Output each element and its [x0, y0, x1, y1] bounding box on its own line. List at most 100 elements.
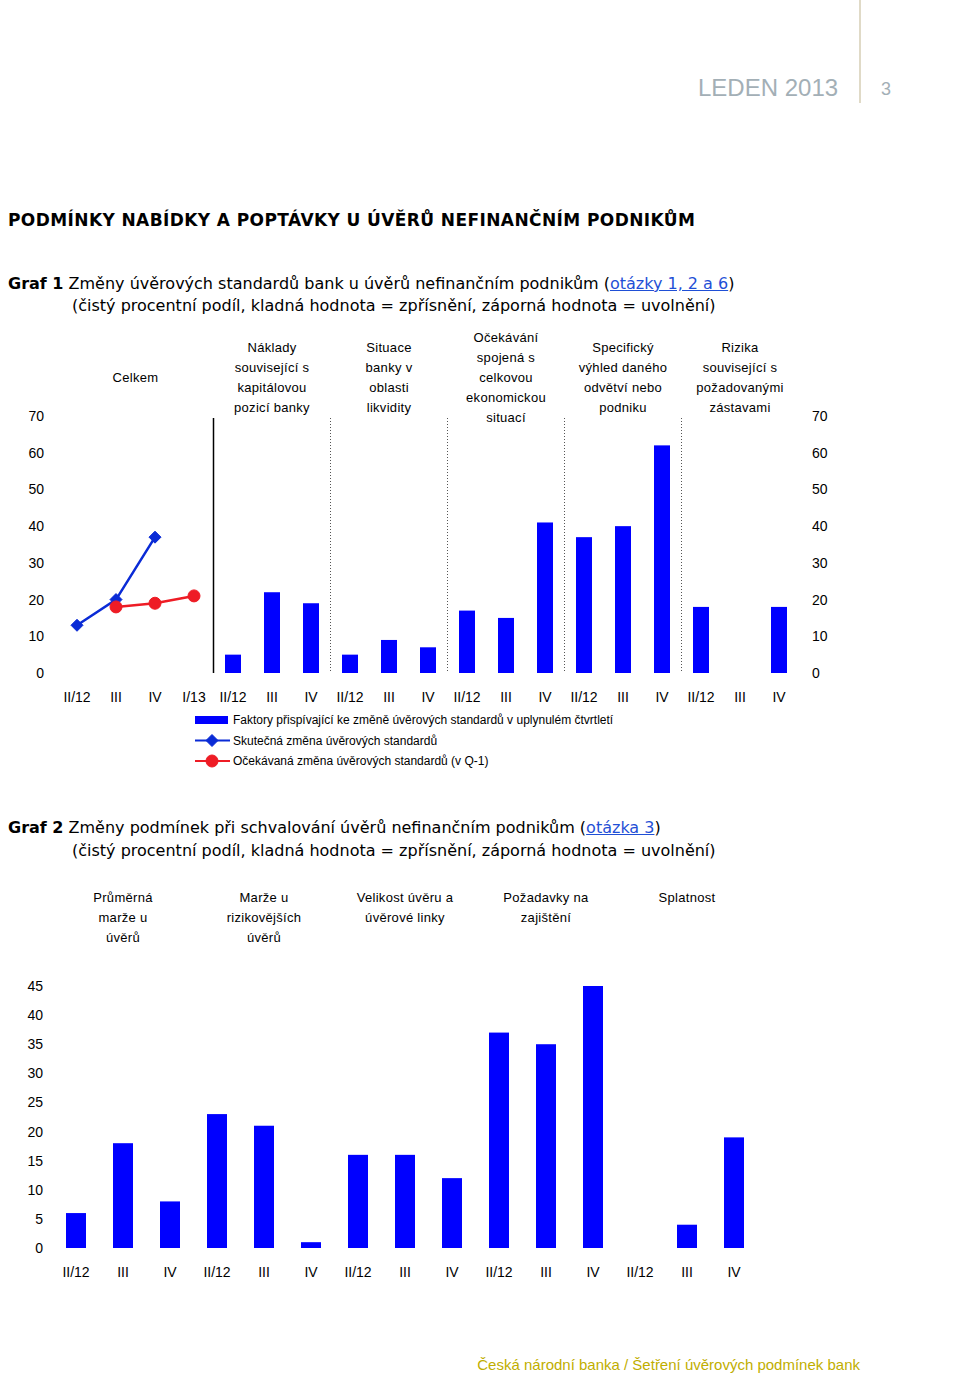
- x-tick-label: III: [266, 689, 278, 705]
- bar: [536, 1044, 556, 1248]
- y-tick-label: 20: [28, 592, 44, 608]
- group-label-box: Náklady související s kapitálovou pozicí…: [224, 326, 320, 430]
- page-graphics: 001010202030304040505060607070II/12IIIIV…: [0, 0, 960, 1376]
- group-label: Požadavky na zajištění: [501, 888, 591, 928]
- bar: [113, 1143, 133, 1248]
- title-link[interactable]: otázky 1, 2 a 6: [610, 274, 728, 293]
- legend: Faktory přispívající ke změně úvěrových …: [195, 713, 614, 768]
- bar: [207, 1114, 227, 1248]
- y-tick-label: 30: [27, 1065, 43, 1081]
- title-paren: ): [728, 274, 734, 293]
- bar: [348, 1155, 368, 1248]
- y-tick-label: 20: [27, 1124, 43, 1140]
- x-tick-label: IV: [148, 689, 162, 705]
- title-paren: ): [654, 818, 660, 837]
- legend-label: Očekávaná změna úvěrových standardů (v Q…: [233, 754, 488, 768]
- legend-marker: [206, 735, 218, 747]
- x-tick-label: III: [258, 1264, 270, 1280]
- bar: [771, 607, 787, 673]
- marker-diamond: [149, 531, 161, 543]
- y-tick-label: 15: [27, 1153, 43, 1169]
- x-tick-label: IV: [655, 689, 669, 705]
- group-label: Splatnost: [659, 888, 716, 908]
- x-tick-label: III: [399, 1264, 411, 1280]
- group-label: Situace banky v oblasti likvidity: [359, 338, 419, 418]
- x-tick-label: III: [110, 689, 122, 705]
- title-link[interactable]: otázka 3: [586, 818, 654, 837]
- bar: [576, 537, 592, 673]
- x-tick-label: II/12: [62, 1264, 89, 1280]
- group-label-box: Splatnost: [647, 888, 727, 958]
- y-tick-label-right: 0: [812, 665, 820, 681]
- group-divider: [681, 418, 682, 673]
- header-rule: [859, 0, 861, 103]
- x-tick-label: III: [617, 689, 629, 705]
- page-number: 3: [881, 79, 891, 100]
- group-label: Velikost úvěru a úvěrové linky: [355, 888, 455, 928]
- group-label-box: Situace banky v oblasti likvidity: [359, 326, 419, 430]
- x-tick-label: IV: [421, 689, 435, 705]
- footer: Česká národní banka / Šetření úvěrových …: [477, 1356, 860, 1373]
- header: LEDEN 2013: [698, 74, 838, 102]
- y-tick-label: 35: [27, 1036, 43, 1052]
- bar: [677, 1225, 697, 1248]
- x-tick-label: I/13: [182, 689, 206, 705]
- x-tick-label: III: [540, 1264, 552, 1280]
- group-label-box: Očekávání spojená s celkovou ekonomickou…: [460, 326, 552, 430]
- group-divider: [447, 418, 448, 673]
- x-tick-label: IV: [304, 1264, 318, 1280]
- title-label: Graf 2: [8, 818, 63, 837]
- group-label: Specifický výhled daného odvětví nebo po…: [573, 338, 673, 418]
- y-tick-label: 0: [35, 1240, 43, 1256]
- y-tick-label-right: 50: [812, 481, 828, 497]
- y-tick-label: 30: [28, 555, 44, 571]
- x-tick-label: III: [117, 1264, 129, 1280]
- group-label-box: Specifický výhled daného odvětví nebo po…: [573, 326, 673, 430]
- x-tick-label: II/12: [203, 1264, 230, 1280]
- chart: 001010202030304040505060607070II/12IIIIV…: [28, 408, 827, 768]
- legend-swatch: [195, 716, 228, 724]
- group-label-box: Požadavky na zajištění: [501, 888, 591, 958]
- bar: [342, 655, 358, 673]
- x-tick-label: IV: [163, 1264, 177, 1280]
- legend-label: Faktory přispívající ke změně úvěrových …: [233, 713, 614, 727]
- plot-area: [66, 986, 744, 1248]
- bar: [442, 1178, 462, 1248]
- title-label: Graf 1: [8, 274, 63, 293]
- x-tick-label: II/12: [687, 689, 714, 705]
- page: 001010202030304040505060607070II/12IIIIV…: [0, 0, 960, 1376]
- group-label-box: Celkem: [106, 326, 166, 430]
- x-tick-label: III: [383, 689, 395, 705]
- x-tick-label: IV: [727, 1264, 741, 1280]
- x-tick-label: IV: [586, 1264, 600, 1280]
- bar: [381, 640, 397, 673]
- line: [77, 537, 155, 625]
- group-label: Rizika související s požadovanými zástav…: [691, 338, 789, 418]
- bar: [630, 1248, 650, 1249]
- x-tick-label: II/12: [336, 689, 363, 705]
- bar: [537, 522, 553, 673]
- x-tick-label: III: [681, 1264, 693, 1280]
- group-label: Náklady související s kapitálovou pozicí…: [224, 338, 320, 418]
- title-paren: (: [604, 274, 610, 293]
- bar: [301, 1242, 321, 1248]
- y-tick-label: 10: [27, 1182, 43, 1198]
- group-divider: [564, 418, 565, 673]
- group-label-box: Marže u rizikovějších úvěrů: [220, 888, 308, 958]
- x-tick-label: III: [734, 689, 746, 705]
- section-title: PODMÍNKY NABÍDKY A POPTÁVKY U ÚVĚRŮ NEFI…: [8, 210, 695, 230]
- bar: [160, 1201, 180, 1248]
- marker-diamond: [71, 619, 83, 631]
- y-tick-label: 40: [27, 1007, 43, 1023]
- y-tick-label-right: 20: [812, 592, 828, 608]
- y-tick-label: 25: [27, 1094, 43, 1110]
- y-tick-label: 50: [28, 481, 44, 497]
- x-tick-label: II/12: [344, 1264, 371, 1280]
- group-label-box: Velikost úvěru a úvěrové linky: [355, 888, 455, 958]
- title-text: Změny úvěrových standardů bank u úvěrů n…: [63, 274, 603, 293]
- chart: 051015202530354045II/12IIIIVII/12IIIIVII…: [27, 978, 744, 1280]
- bar: [489, 1033, 509, 1248]
- bar: [303, 603, 319, 673]
- marker-circle: [149, 597, 161, 609]
- bar: [264, 592, 280, 673]
